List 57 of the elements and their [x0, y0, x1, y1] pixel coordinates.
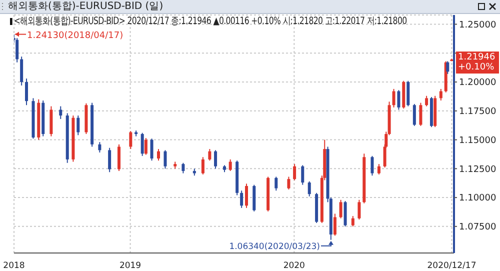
y-tick-label: 1.07500: [459, 222, 496, 233]
candlestick: [425, 95, 428, 107]
candlestick: [144, 138, 148, 156]
x-tick-label: 2018: [3, 261, 25, 271]
candlestick: [108, 147, 112, 173]
candlestick: [358, 199, 361, 220]
candlestick: [370, 155, 374, 176]
x-tick-label: 2020/12/17: [427, 261, 476, 271]
candlestick: [228, 158, 232, 172]
y-tick-label: 1.25000: [459, 20, 496, 30]
candlestick: [419, 102, 422, 126]
x-tick-label: 2020: [283, 261, 305, 271]
annotation: 1.06340(2020/03/23): [229, 242, 320, 252]
candlestick: [439, 88, 442, 101]
candlestick: [446, 60, 450, 74]
candlestick: [333, 213, 336, 236]
chart-subtitle: <해외통화(통합)-EURUSD-BID> 2020/12/17 종:1.21946 ▲0.00116 +0.10% 시:1.21820 고:1.22017 저:1.21800: [14, 15, 407, 28]
y-tick-label: 1.12500: [459, 164, 496, 175]
candlestick: [287, 176, 290, 190]
candlestick: [16, 38, 19, 63]
candlestick: [274, 176, 278, 192]
candlestick: [59, 106, 62, 120]
candlestick: [129, 130, 132, 150]
annotation: 1.21946 +0.10%: [458, 52, 496, 73]
y-tick-label: 1.15000: [459, 136, 496, 146]
y-tick-label: 1.17500: [459, 107, 496, 118]
candlestick: [339, 199, 342, 219]
candlestick: [201, 156, 204, 175]
y-tick-label: 1.10000: [459, 194, 496, 204]
candlestick: [76, 115, 80, 136]
candlestick: [140, 132, 144, 156]
candlestick: [164, 150, 167, 170]
candlestick: [245, 183, 248, 208]
candlestick: [406, 80, 410, 107]
candlestick: [208, 148, 212, 162]
candlestick: [98, 142, 102, 153]
candlestick: [344, 200, 347, 227]
annotation: 1.24130(2018/04/17): [27, 30, 124, 41]
x-tick-label: 2019: [119, 261, 142, 271]
candlestick: [150, 138, 154, 162]
y-tick-label: 1.20000: [459, 78, 496, 88]
candlestick: [377, 164, 380, 175]
candlestick: [397, 90, 400, 110]
candlestick: [351, 216, 354, 227]
candlestick: [214, 150, 218, 170]
candlestick: [25, 78, 28, 106]
candlestick: [293, 164, 296, 181]
chart-title: 해외통화(통합)-EURUSD-BID (일): [8, 0, 164, 13]
candlestick: [308, 180, 311, 197]
candlestick: [392, 88, 396, 108]
candlestick: [301, 164, 304, 186]
candlestick: [20, 56, 24, 86]
candlestick: [240, 190, 244, 208]
candlestick: [182, 162, 185, 174]
candlestick: [412, 103, 416, 126]
candlestick: [157, 148, 160, 162]
candlestick: [117, 144, 120, 172]
